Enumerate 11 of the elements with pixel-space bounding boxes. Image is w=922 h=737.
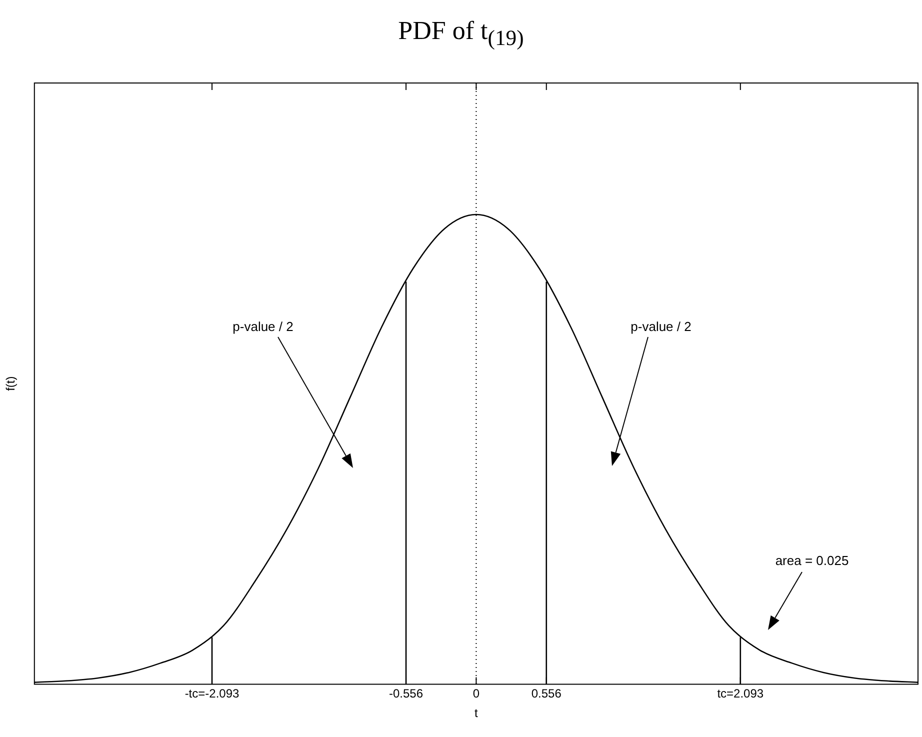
- x-tick-label: 0.556: [531, 686, 562, 701]
- x-axis-title: t: [474, 706, 479, 720]
- x-tick-label: tc=2.093: [717, 686, 764, 701]
- x-tick-label: -tc=-2.093: [184, 686, 240, 701]
- y-axis-title: f(t): [4, 376, 18, 391]
- x-tick-label: -0.556: [389, 686, 424, 701]
- chart-title: PDF of t$_{(19)}$: [397, 16, 525, 52]
- annotation: p-value / 2: [630, 319, 692, 334]
- x-tick-label: 0: [472, 686, 480, 701]
- annotation: area = 0.025: [775, 553, 849, 568]
- annotation: p-value / 2: [232, 319, 294, 334]
